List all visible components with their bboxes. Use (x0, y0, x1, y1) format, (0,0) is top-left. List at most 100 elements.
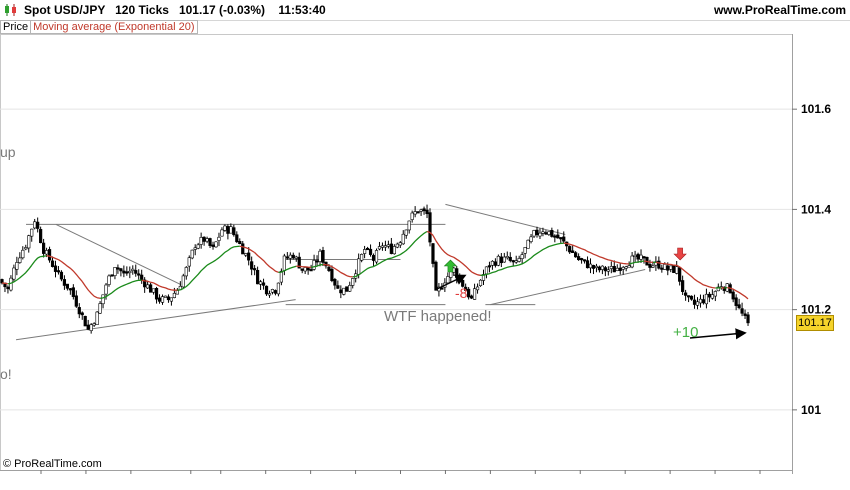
candle-body (553, 235, 557, 238)
candle-body (416, 211, 420, 214)
candle-body (639, 254, 643, 260)
candle-body (294, 256, 298, 259)
candle-body (428, 212, 432, 243)
legend-ema[interactable]: Moving average (Exponential 20) (31, 20, 198, 34)
candle-body (511, 260, 515, 263)
candle-body (591, 265, 596, 269)
candle-body (339, 289, 343, 294)
candle-body (208, 238, 212, 246)
candle-body (547, 231, 551, 235)
candle-body (119, 268, 123, 272)
candle-body (686, 295, 691, 298)
candle-body (559, 237, 563, 240)
candle-body (692, 299, 697, 305)
candle-body (77, 307, 81, 315)
annotation-plus10: +10 (673, 324, 699, 341)
candle-body (110, 274, 114, 277)
candle-body (588, 263, 593, 269)
candle-body (657, 260, 661, 269)
candle-body (722, 286, 726, 291)
candle-body (419, 209, 423, 212)
candle-body (615, 267, 619, 271)
candle-body (663, 264, 667, 270)
candle-body (47, 249, 52, 261)
candle-body (600, 265, 604, 270)
arrow-plus10 (689, 328, 747, 340)
indicator-legend: Price Moving average (Exponential 20) (0, 20, 198, 34)
candle-body (163, 295, 168, 298)
annotation-wtf: WTF happened! (384, 308, 492, 325)
candle-body (538, 232, 542, 237)
candle-body (172, 293, 176, 298)
copyright: © ProRealTime.com (3, 458, 102, 470)
candle-body (342, 287, 346, 295)
candle-body (297, 256, 301, 269)
candle-body (490, 260, 495, 266)
candle-body (630, 255, 634, 268)
candle-body (357, 258, 361, 275)
candle-body (211, 244, 215, 247)
candle-body (651, 265, 655, 268)
ema-line-green (7, 230, 728, 299)
candle-body (585, 260, 590, 269)
candle-body (502, 256, 506, 263)
candle-body (404, 229, 408, 236)
candle-body (550, 230, 554, 237)
candle-body (633, 254, 637, 257)
candle-body (455, 268, 459, 279)
candle-body (101, 294, 105, 305)
candle-body (256, 270, 260, 285)
candle-body (464, 286, 468, 291)
candle-body (695, 301, 700, 306)
candle-body (621, 267, 625, 270)
candle-body (244, 253, 248, 256)
candle-body (175, 290, 179, 295)
candle-body (149, 284, 153, 293)
candle-body (675, 266, 679, 274)
arrow-minus8 (436, 274, 467, 290)
candle-body (65, 283, 69, 289)
candle-body (574, 252, 578, 258)
candle-body (398, 242, 402, 246)
candle-body (95, 311, 99, 325)
last-price-label: 101.17 (796, 315, 834, 331)
candle-body (493, 261, 497, 266)
legend-price[interactable]: Price (0, 20, 32, 34)
candle-body (42, 242, 46, 254)
candle-body (603, 267, 607, 272)
candle-body (517, 258, 521, 262)
candle-body (321, 250, 325, 263)
y-tick-label: 101.4 (801, 202, 831, 216)
candle-body (731, 291, 735, 300)
candle-body (481, 274, 486, 281)
candle-body (318, 250, 322, 262)
candle-body (226, 226, 230, 234)
candle-body (92, 323, 96, 326)
candle-body (71, 287, 75, 297)
candle-body (345, 286, 349, 292)
price-chart[interactable]: 101101.2101.4101.609:3009:3909:4810:0010… (0, 34, 850, 474)
ema-line-red (1, 230, 749, 300)
candle-body (562, 236, 566, 242)
candle-body (514, 260, 518, 263)
candle-body (53, 265, 58, 272)
candle-body (279, 270, 283, 283)
site-link[interactable]: www.ProRealTime.com (713, 3, 846, 17)
candle-body (395, 243, 399, 248)
candle-body (220, 229, 224, 237)
candle-body (214, 241, 218, 248)
candle-body (157, 297, 162, 302)
candle-body (544, 232, 548, 235)
candle-body (392, 246, 396, 255)
candle-body (247, 252, 251, 261)
candle-body (83, 315, 87, 327)
candle-body (232, 227, 236, 236)
candle-body (698, 298, 703, 304)
candle-body (529, 236, 533, 242)
candle-body (669, 265, 673, 270)
candle-body (261, 282, 266, 286)
candle-body (713, 291, 717, 297)
candle-body (496, 255, 500, 266)
candle-body (348, 285, 352, 292)
candle-body (568, 246, 572, 253)
